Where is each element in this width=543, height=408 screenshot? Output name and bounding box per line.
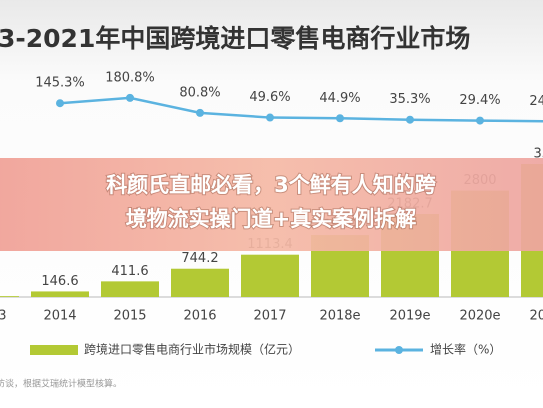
data-label: 411.6 <box>111 264 148 279</box>
line <box>59 96 543 123</box>
line-marker <box>56 99 64 108</box>
x-tick-label: 2020e <box>459 309 500 324</box>
bar <box>101 281 159 297</box>
line-marker <box>476 116 484 125</box>
line-marker <box>266 113 274 122</box>
data-label: 180.8% <box>105 70 155 85</box>
x-tick-label: 2015 <box>113 309 146 324</box>
data-label: 24.9% <box>529 94 543 109</box>
data-label: 744.2 <box>181 251 218 266</box>
source-note: 访谈，根据艾瑞统计模型核算。 <box>0 378 122 390</box>
legend-marker <box>395 346 403 354</box>
x-tick-label: 2018e <box>319 309 360 324</box>
data-label: 146.6 <box>41 274 78 289</box>
chart-title: 3-2021年中国跨境进口零售电商行业市场 <box>0 24 470 53</box>
bar <box>171 268 229 297</box>
data-label: 29.4% <box>459 93 500 108</box>
data-label: 145.3% <box>35 76 85 91</box>
banner-line: 境物流实操门道+真实案例拆解 <box>126 207 417 231</box>
banner: 科颜氏直邮必看，3个鲜有人知的跨 境物流实操门道+真实案例拆解 <box>0 158 543 251</box>
bar <box>31 291 89 297</box>
line-marker <box>126 93 134 102</box>
line-marker <box>406 115 414 124</box>
x-tick-label: 2019e <box>389 309 430 324</box>
bar <box>0 296 19 297</box>
line-marker <box>196 108 204 117</box>
bar <box>241 254 299 297</box>
legend-label: 跨境进口零售电商行业市场规模（亿元） <box>84 342 300 357</box>
data-label: 35.3% <box>389 92 430 107</box>
data-label: 80.8% <box>179 85 220 100</box>
data-label: 3500 <box>533 147 543 162</box>
legend-label: 增长率（%） <box>430 342 501 357</box>
legend-swatch-bar <box>30 345 78 355</box>
x-tick-label: 2013 <box>0 309 7 324</box>
data-label: 44.9% <box>319 91 360 106</box>
x-tick-label: 2017 <box>253 309 286 324</box>
x-tick-label: 2014 <box>43 309 76 324</box>
x-tick-label: 2016 <box>183 309 216 324</box>
data-label: 49.6% <box>249 90 290 105</box>
line-marker <box>336 114 344 123</box>
banner-band <box>0 158 543 251</box>
banner-line: 科颜氏直邮必看，3个鲜有人知的跨 <box>106 173 437 197</box>
x-tick-label: 2021e <box>529 309 543 324</box>
